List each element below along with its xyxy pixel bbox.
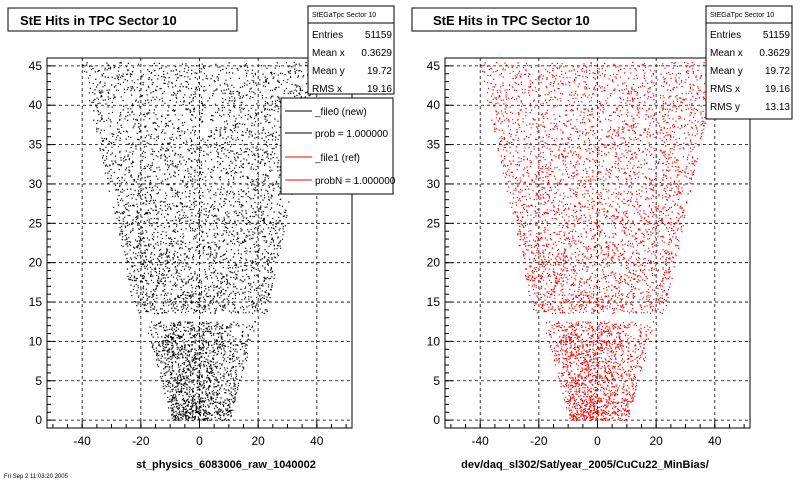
stat-label: RMS y: [710, 102, 740, 113]
stat-label: RMS x: [710, 84, 740, 95]
panel-left: -40 -20 0 20 40 0 5 10 15 20 25 30 35 40 45 StE Hits i…: [7, 5, 396, 471]
x-tick-label: -40: [472, 434, 490, 448]
x-tick-label: -20: [132, 434, 150, 448]
stats-name-right: StEGaTpc Sector 10: [710, 12, 774, 19]
stat-value: 19.16: [765, 84, 790, 95]
y-tick-label: 40: [29, 98, 43, 112]
x-axis-label-right: dev/daq_sl302/Sat/year_2005/CuCu22_MinBi…: [461, 459, 709, 471]
hits-scatter-left: [82, 61, 318, 422]
stat-label: Entries: [710, 30, 741, 41]
y-tick-label: 35: [427, 138, 441, 152]
y-tick-label: 30: [29, 177, 43, 191]
legend-entry-probN: probN = 1.000000: [315, 176, 396, 187]
title-box-right: [411, 7, 637, 32]
footer-timestamp: Fri Sep 2 11:03:20 2005: [4, 474, 69, 480]
x-tick-label: -20: [530, 434, 548, 448]
y-tick-label: 5: [35, 374, 42, 388]
stat-value: 51159: [365, 30, 393, 41]
legend-box: _file0 (new) prob = 1.000000 _file1 (ref…: [280, 97, 396, 195]
stat-label: Mean y: [710, 66, 743, 77]
stats-box-left: StEGaTpc Sector 10 Entries 51159 Mean x …: [307, 5, 395, 95]
y-tick-label: 0: [35, 413, 42, 427]
y-tick-label: 10: [29, 334, 43, 348]
axis-ticks-left: -40 -20 0 20 40 0 5 10 15 20 25 30 35 40 45: [29, 59, 347, 448]
y-tick-label: 30: [427, 177, 441, 191]
stat-value: 19.72: [765, 66, 790, 77]
title-box-left: [7, 7, 238, 32]
y-tick-label: 45: [29, 59, 43, 73]
stats-name-left: StEGaTpc Sector 10: [312, 12, 376, 19]
stat-value: 0.3629: [361, 48, 392, 59]
y-tick-label: 35: [29, 138, 43, 152]
legend-entry-file1: _file1 (ref): [314, 153, 360, 164]
x-tick-label: 40: [310, 434, 324, 448]
y-tick-label: 10: [427, 334, 441, 348]
panel-right: -40 -20 0 20 40 0 5 10 15 20 25 30 35 40 45 StE Hits i…: [411, 5, 793, 471]
hits-scatter-right: [480, 61, 716, 422]
hit-markers: [82, 61, 318, 422]
stat-label: Mean x: [312, 48, 345, 59]
stat-value: 13.13: [765, 102, 790, 113]
y-tick-label: 40: [427, 98, 441, 112]
x-tick-label: 0: [196, 434, 203, 448]
y-tick-label: 5: [433, 374, 440, 388]
chart-title-left: StE Hits in TPC Sector 10: [20, 13, 177, 28]
stat-label: RMS x: [312, 84, 342, 95]
y-tick-label: 0: [433, 413, 440, 427]
x-tick-label: 20: [649, 434, 663, 448]
y-tick-label: 25: [29, 216, 43, 230]
stat-label: Entries: [312, 30, 343, 41]
stat-value: 19.16: [367, 84, 392, 95]
hit-markers: [480, 61, 716, 422]
y-tick-label: 20: [427, 256, 441, 270]
stat-label: Mean x: [710, 48, 743, 59]
stat-value: 51159: [763, 30, 791, 41]
y-tick-label: 45: [427, 59, 441, 73]
stats-box-right: StEGaTpc Sector 10 Entries 51159 Mean x …: [705, 5, 793, 120]
stat-value: 0.3629: [759, 48, 790, 59]
legend-entry-file0: _file0 (new): [314, 107, 367, 118]
x-tick-label: 20: [251, 434, 265, 448]
x-axis-label-left: st_physics_6083006_raw_1040002: [136, 459, 316, 471]
y-tick-label: 15: [427, 295, 441, 309]
y-tick-label: 20: [29, 256, 43, 270]
stat-label: Mean y: [312, 66, 345, 77]
x-tick-label: 0: [594, 434, 601, 448]
x-tick-label: 40: [708, 434, 722, 448]
grid-left: [47, 58, 352, 428]
chart-title-right: StE Hits in TPC Sector 10: [433, 13, 590, 28]
legend-entry-prob: prob = 1.000000: [315, 129, 389, 140]
stat-value: 19.72: [367, 66, 392, 77]
y-tick-label: 15: [29, 295, 43, 309]
x-tick-label: -40: [74, 434, 92, 448]
axis-ticks-right: -40 -20 0 20 40 0 5 10 15 20 25 30 35 40 45: [427, 59, 745, 448]
y-tick-label: 25: [427, 216, 441, 230]
